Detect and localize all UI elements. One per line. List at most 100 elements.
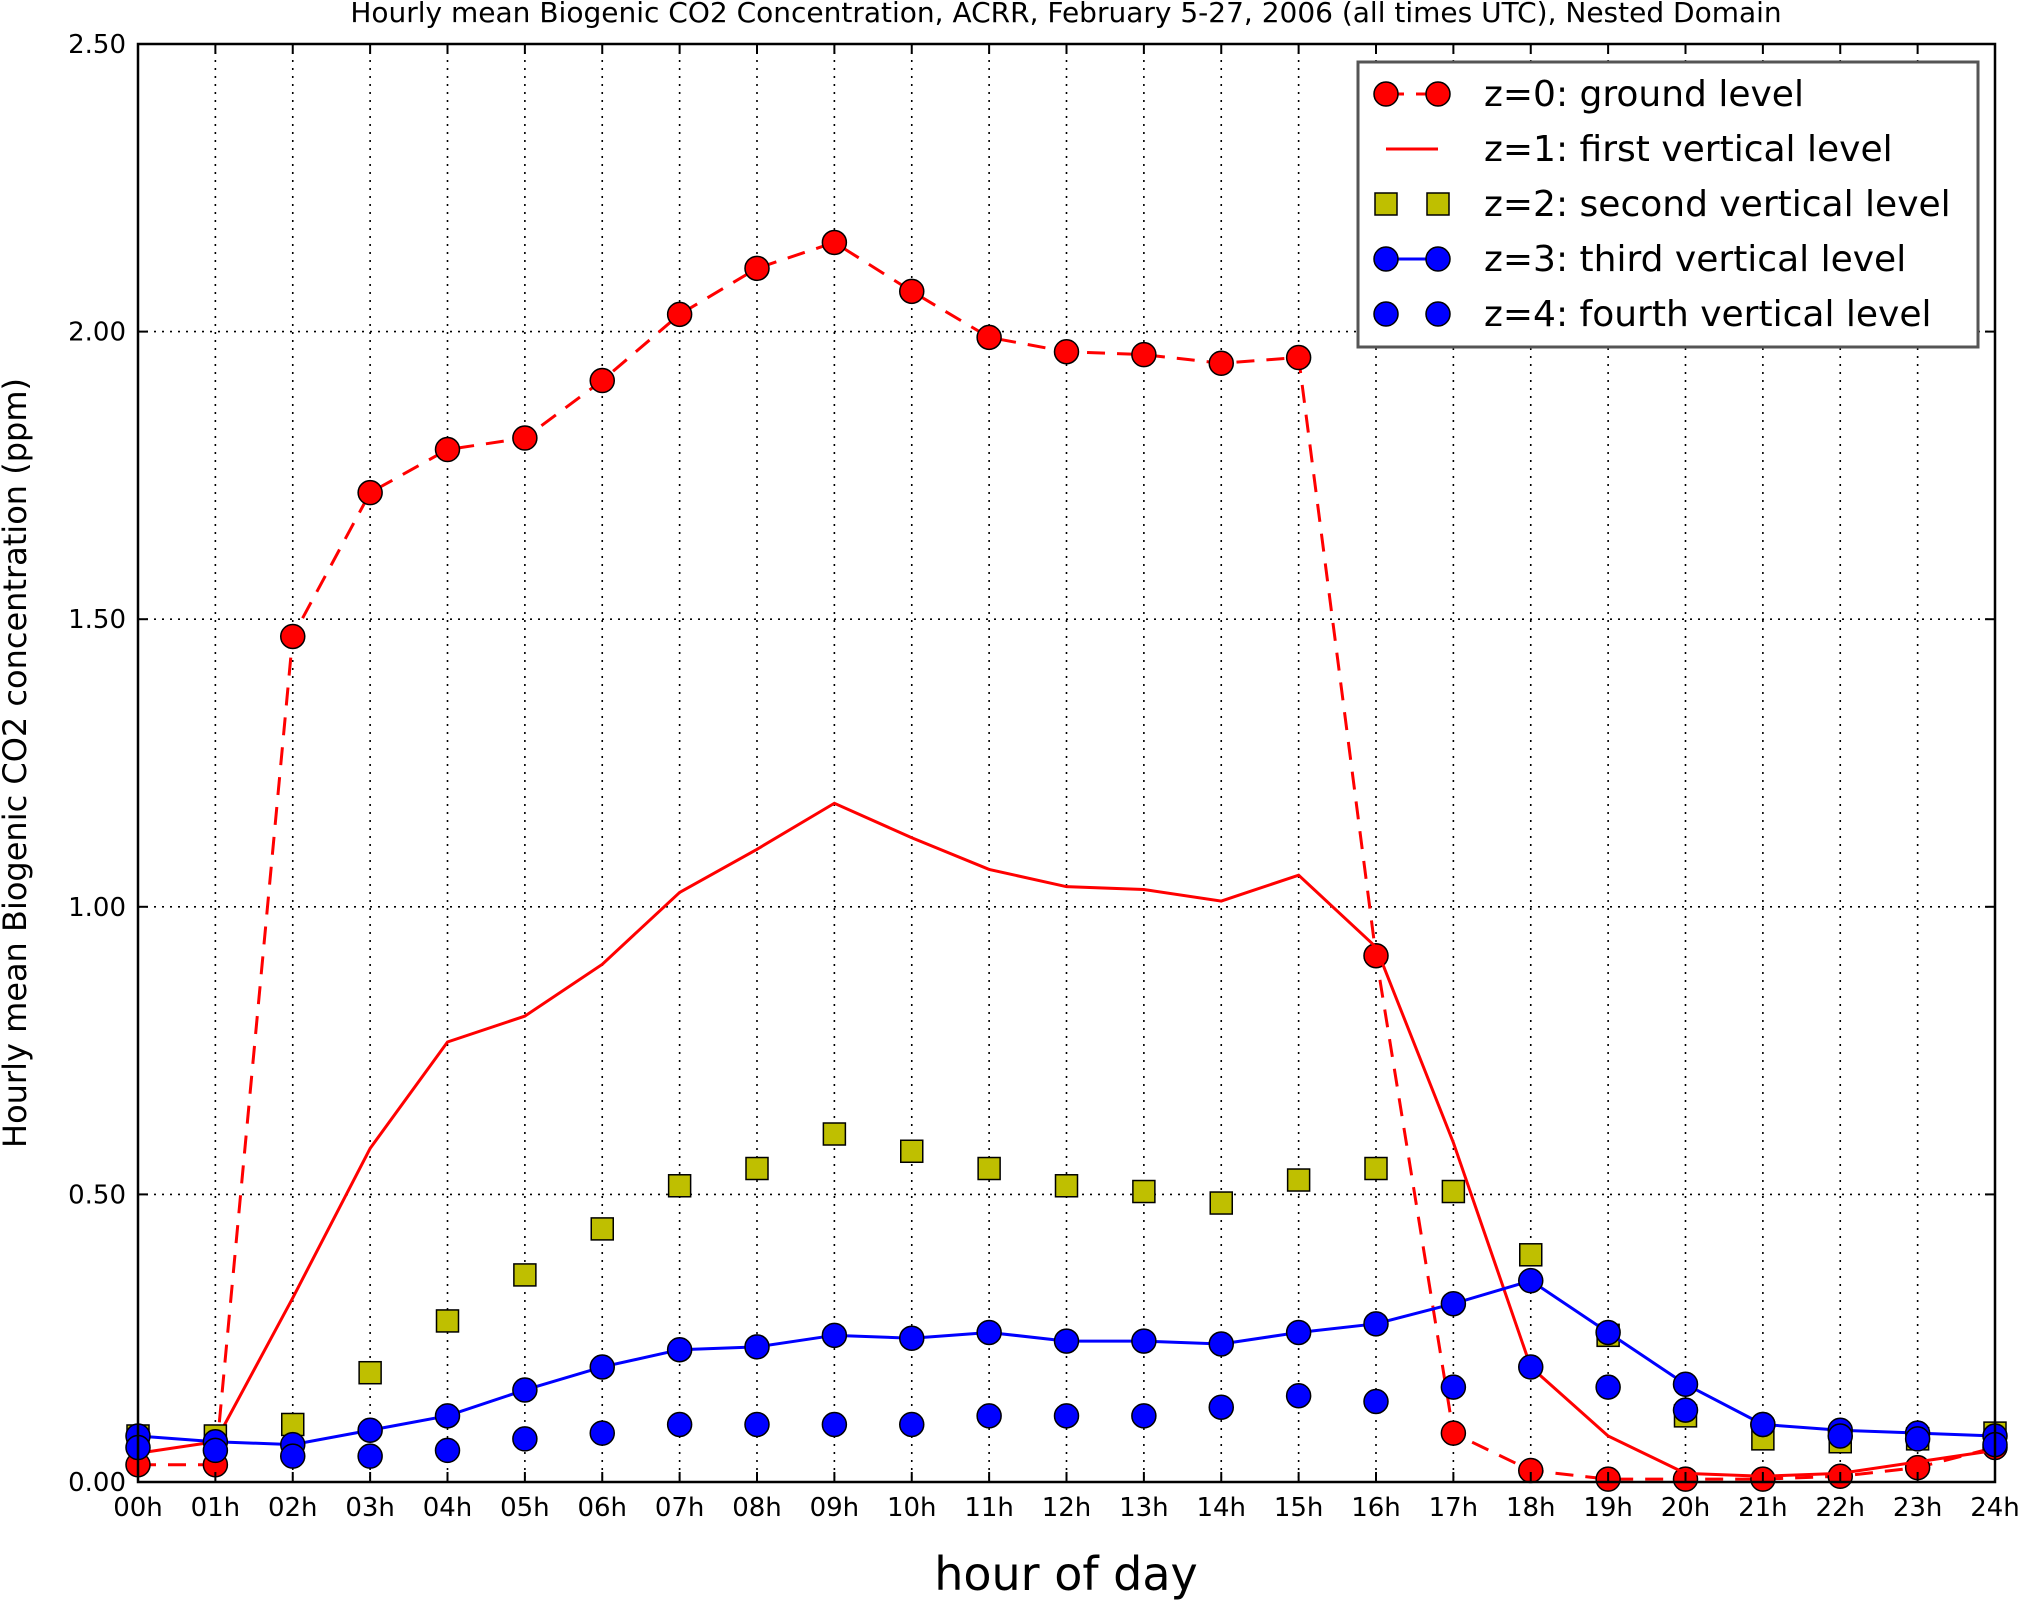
x-tick-label: 06h bbox=[577, 1493, 627, 1523]
data-point bbox=[512, 425, 538, 451]
legend-item: z=4: fourth vertical level bbox=[1373, 294, 1932, 335]
data-point bbox=[977, 1156, 1001, 1181]
legend-item: z=0: ground level bbox=[1373, 74, 1804, 115]
legend-marker bbox=[1374, 192, 1398, 216]
data-point bbox=[667, 1174, 692, 1198]
data-point bbox=[666, 1411, 693, 1438]
data-point bbox=[1208, 1331, 1234, 1357]
data-point bbox=[434, 1437, 461, 1464]
data-point bbox=[821, 229, 848, 256]
data-point bbox=[1286, 1168, 1311, 1192]
x-tick-label: 19h bbox=[1583, 1493, 1633, 1523]
data-point bbox=[1054, 1174, 1079, 1198]
y-tick-label: 1.00 bbox=[68, 893, 126, 923]
data-point bbox=[1518, 1354, 1544, 1380]
data-point bbox=[745, 1156, 769, 1181]
x-axis-label: hour of day bbox=[934, 1547, 1198, 1601]
data-point bbox=[1595, 1319, 1621, 1346]
x-tick-label: 15h bbox=[1274, 1493, 1324, 1523]
data-point bbox=[435, 1309, 460, 1333]
data-point bbox=[589, 1354, 615, 1380]
legend-marker bbox=[1373, 246, 1399, 272]
data-point bbox=[1053, 1328, 1080, 1354]
data-point bbox=[1131, 1328, 1157, 1354]
data-point bbox=[1285, 1319, 1312, 1346]
legend-label: z=2: second vertical level bbox=[1484, 184, 1951, 225]
data-point bbox=[357, 1417, 383, 1443]
data-point bbox=[1131, 341, 1157, 368]
data-point bbox=[1208, 350, 1234, 376]
x-tick-label: 07h bbox=[655, 1493, 705, 1523]
plot-area bbox=[125, 229, 2008, 1492]
data-point bbox=[976, 324, 1002, 351]
data-point bbox=[589, 367, 615, 394]
legend-box bbox=[1356, 60, 1980, 349]
series-4 bbox=[125, 1354, 2008, 1469]
data-point bbox=[1518, 1267, 1544, 1294]
data-point bbox=[1672, 1371, 1699, 1397]
data-point bbox=[1285, 344, 1312, 371]
x-tick-label: 17h bbox=[1429, 1493, 1479, 1523]
x-tick-label: 22h bbox=[1815, 1493, 1865, 1523]
x-tick-label: 03h bbox=[345, 1493, 395, 1523]
x-tick-label: 24h bbox=[1970, 1493, 2020, 1523]
data-point bbox=[357, 479, 383, 506]
x-tick-label: 13h bbox=[1119, 1493, 1169, 1523]
legend-marker bbox=[1425, 81, 1451, 107]
data-point bbox=[513, 1263, 537, 1287]
x-tick-label: 05h bbox=[500, 1493, 550, 1523]
x-tick-label: 01h bbox=[191, 1493, 241, 1523]
y-tick-label: 1.50 bbox=[68, 605, 126, 635]
legend: z=0: ground level z=1: first vertical lev… bbox=[1356, 60, 1980, 349]
data-point bbox=[1209, 1191, 1233, 1215]
data-point bbox=[821, 1411, 848, 1438]
legend-label: z=0: ground level bbox=[1484, 74, 1804, 115]
data-point bbox=[358, 1360, 382, 1385]
x-tick-label: 14h bbox=[1196, 1493, 1246, 1523]
y-tick-label: 0.00 bbox=[68, 1468, 126, 1498]
data-point bbox=[1363, 1388, 1389, 1415]
legend-item: z=1: first vertical level bbox=[1386, 129, 1893, 170]
data-point bbox=[1827, 1423, 1853, 1449]
x-tick-label: 18h bbox=[1506, 1493, 1556, 1523]
data-point bbox=[512, 1377, 538, 1403]
y-tick-label: 2.50 bbox=[68, 30, 126, 60]
legend-label: z=3: third vertical level bbox=[1484, 239, 1906, 280]
data-point bbox=[1364, 1156, 1388, 1181]
legend-marker bbox=[1373, 81, 1399, 107]
legend-marker bbox=[1425, 246, 1451, 272]
data-point bbox=[1053, 338, 1080, 365]
data-point bbox=[744, 255, 770, 282]
x-tick-label: 12h bbox=[1042, 1493, 1092, 1523]
data-point bbox=[1131, 1403, 1157, 1429]
x-tick-label: 08h bbox=[732, 1493, 782, 1523]
data-point bbox=[666, 1336, 693, 1363]
data-point bbox=[1132, 1179, 1156, 1204]
data-point bbox=[202, 1437, 229, 1464]
chart-title: Hourly mean Biogenic CO2 Concentration, … bbox=[350, 0, 1781, 29]
x-tick-label: 21h bbox=[1738, 1493, 1788, 1523]
legend-marker bbox=[1373, 301, 1399, 327]
x-tick-label: 04h bbox=[423, 1493, 473, 1523]
data-point bbox=[590, 1217, 614, 1241]
legend-marker bbox=[1426, 192, 1450, 216]
x-tick-label: 09h bbox=[810, 1493, 860, 1523]
data-point bbox=[1440, 1374, 1467, 1400]
data-point bbox=[1595, 1374, 1621, 1400]
data-point bbox=[434, 436, 461, 463]
data-point bbox=[1363, 1311, 1389, 1337]
data-point bbox=[822, 1122, 847, 1146]
y-axis-label: Hourly mean Biogenic CO2 concentration (… bbox=[0, 378, 34, 1148]
data-point bbox=[821, 1322, 848, 1349]
legend-label: z=4: fourth vertical level bbox=[1484, 294, 1932, 335]
data-point bbox=[976, 1403, 1002, 1429]
data-point bbox=[1208, 1394, 1234, 1420]
data-point bbox=[1440, 1420, 1467, 1446]
data-point bbox=[357, 1443, 383, 1469]
data-point bbox=[666, 301, 693, 328]
x-tick-label: 00h bbox=[113, 1493, 163, 1523]
y-tick-label: 2.00 bbox=[68, 318, 126, 348]
data-point bbox=[1285, 1382, 1312, 1409]
data-point bbox=[589, 1420, 615, 1446]
